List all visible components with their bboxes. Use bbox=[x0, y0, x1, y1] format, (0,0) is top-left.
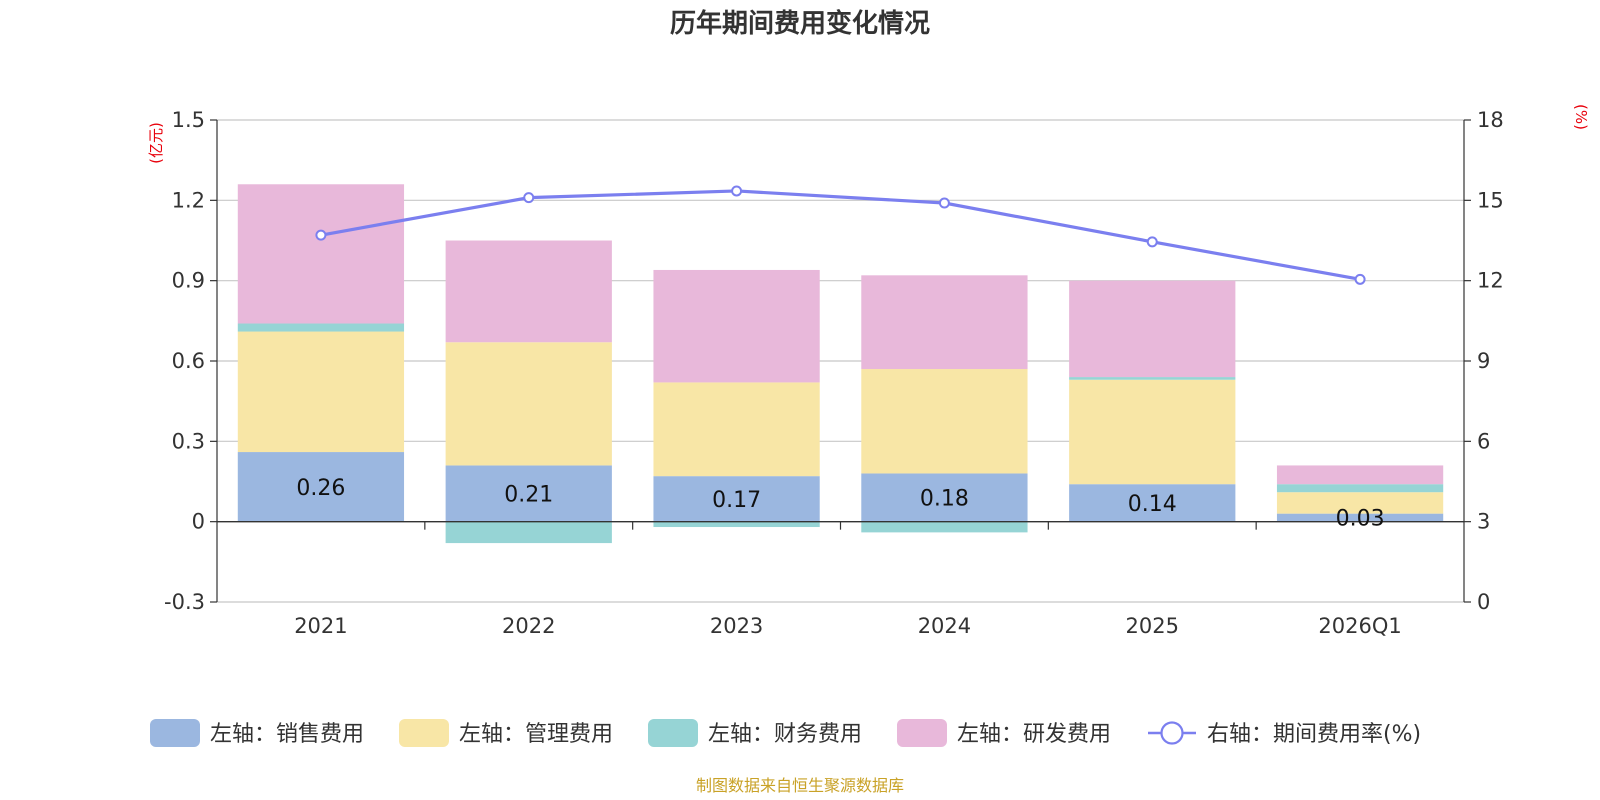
bar-segment bbox=[445, 465, 612, 522]
bar-segment bbox=[445, 342, 612, 466]
bar-data-label: 0.17 bbox=[712, 488, 761, 513]
bar-segment bbox=[861, 521, 1028, 533]
left-tick-label: -0.3 bbox=[164, 590, 205, 614]
left-tick-label: 0.3 bbox=[172, 429, 205, 453]
bar-segment bbox=[653, 269, 820, 383]
bar-segment bbox=[237, 331, 405, 453]
category-label: 2025 bbox=[1126, 614, 1179, 638]
legend-swatch bbox=[399, 719, 449, 747]
category-label: 2022 bbox=[502, 614, 555, 638]
bar-segment bbox=[445, 521, 612, 544]
legend-label: 左轴：研发费用 bbox=[957, 722, 1111, 747]
right-tick-label: 18 bbox=[1477, 108, 1504, 132]
bar-segment bbox=[237, 184, 405, 324]
legend-label: 右轴：期间费用率(%) bbox=[1207, 722, 1421, 747]
bar-segment bbox=[653, 382, 820, 477]
axes: -0.3 0 0.3 0.6 0.9 1.2 1.5 0 3 6 9 12 15 18 2021 2022 20… bbox=[164, 108, 1504, 638]
bar-segment bbox=[1069, 377, 1236, 380]
bar-data-label: 0.21 bbox=[504, 483, 553, 508]
right-axis-unit: (%) bbox=[1572, 104, 1590, 130]
category-label: 2021 bbox=[294, 614, 347, 638]
legend-swatch bbox=[648, 719, 698, 747]
rate-point bbox=[1146, 236, 1158, 248]
bar-segment bbox=[861, 275, 1028, 370]
bar-data-label: 0.18 bbox=[920, 487, 969, 512]
bars bbox=[237, 184, 1444, 544]
bar-segment bbox=[237, 452, 405, 522]
rate-point bbox=[938, 197, 950, 209]
bar-segment bbox=[1276, 513, 1444, 522]
rate-point bbox=[315, 229, 327, 241]
bar-data-label: 0.26 bbox=[296, 476, 345, 501]
rate-point bbox=[523, 192, 535, 204]
rate-line bbox=[315, 185, 1366, 285]
right-tick-label: 0 bbox=[1477, 590, 1490, 614]
category-label: 2023 bbox=[710, 614, 763, 638]
rate-line-path bbox=[320, 189, 1361, 281]
legend-label: 左轴：管理费用 bbox=[459, 722, 613, 747]
legend-label: 左轴：财务费用 bbox=[708, 722, 862, 747]
bar-segment bbox=[1069, 379, 1236, 485]
bar-data-label: 0.03 bbox=[1336, 507, 1385, 532]
bar-segment bbox=[861, 369, 1028, 474]
right-tick-label: 3 bbox=[1477, 510, 1490, 534]
legend-swatch bbox=[150, 719, 200, 747]
bar-segment bbox=[653, 521, 820, 528]
bar-segment bbox=[1069, 280, 1236, 378]
bar-segment bbox=[1276, 484, 1444, 493]
source-note: 制图数据来自恒生聚源数据库 bbox=[696, 776, 904, 795]
bar-segment bbox=[1069, 484, 1236, 522]
bar-data-label: 0.14 bbox=[1128, 492, 1177, 517]
rate-point bbox=[731, 185, 743, 197]
bar-segment bbox=[237, 323, 405, 332]
left-tick-label: 0.6 bbox=[172, 349, 205, 373]
data-labels: 0.26 0.21 0.17 0.18 0.14 0.03 bbox=[296, 476, 1384, 532]
bar-segment bbox=[445, 240, 612, 343]
bar-segment bbox=[1276, 492, 1444, 514]
left-tick-label: 1.2 bbox=[172, 188, 205, 212]
legend-swatch-marker bbox=[1160, 721, 1184, 745]
right-tick-label: 9 bbox=[1477, 349, 1490, 373]
right-tick-label: 6 bbox=[1477, 429, 1490, 453]
category-label: 2024 bbox=[918, 614, 971, 638]
right-tick-label: 12 bbox=[1477, 269, 1504, 293]
bar-segment bbox=[653, 476, 820, 522]
category-label: 2026Q1 bbox=[1318, 614, 1401, 638]
legend-label: 左轴：销售费用 bbox=[210, 722, 364, 747]
left-tick-label: 0.9 bbox=[172, 269, 205, 293]
legend: 左轴：销售费用 左轴：管理费用 左轴：财务费用 左轴：研发费用 右轴：期间费用率(%) bbox=[150, 719, 1421, 747]
bar-segment bbox=[1276, 465, 1444, 485]
legend-swatch bbox=[897, 719, 947, 747]
chart-title: 历年期间费用变化情况 bbox=[670, 8, 930, 39]
bar-segment bbox=[861, 473, 1028, 522]
right-tick-label: 15 bbox=[1477, 188, 1504, 212]
rate-point bbox=[1354, 273, 1366, 285]
left-tick-label: 0 bbox=[192, 510, 205, 534]
left-axis-unit: (亿元) bbox=[147, 122, 165, 164]
left-tick-label: 1.5 bbox=[172, 108, 205, 132]
